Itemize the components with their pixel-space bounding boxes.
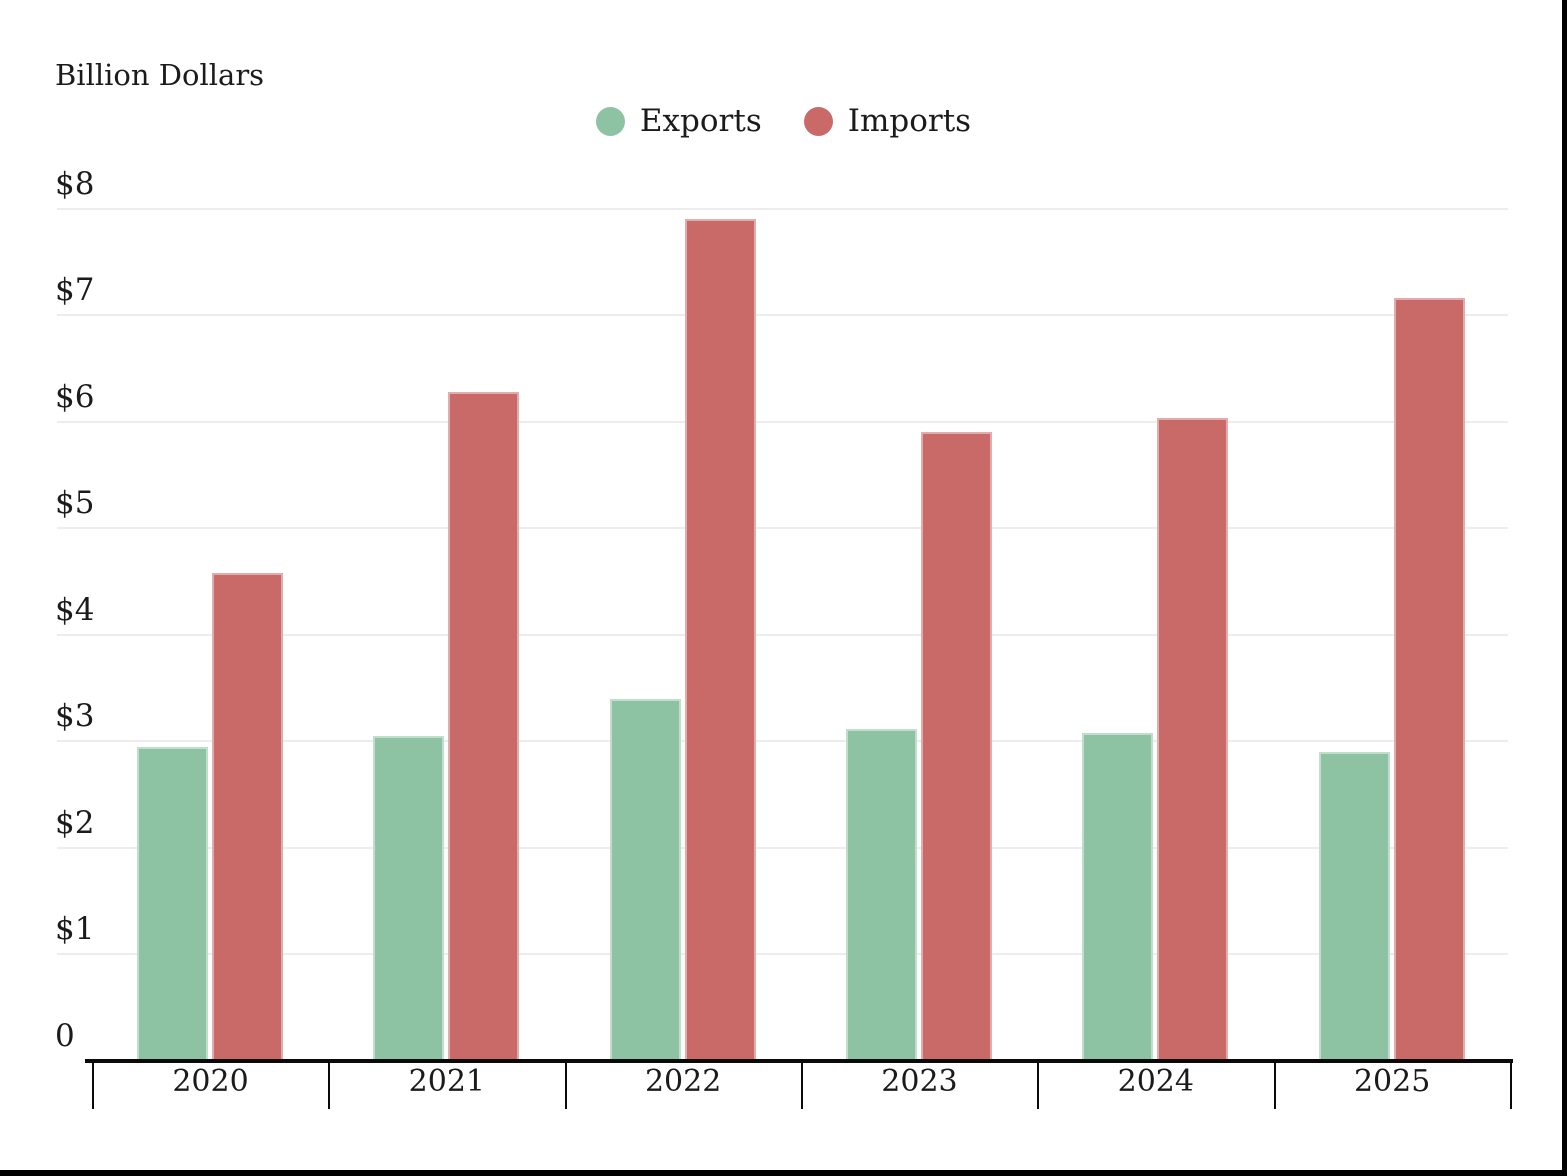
bar-imports-2025 — [1393, 298, 1465, 1061]
bar-exports-2021 — [373, 735, 445, 1061]
bar-exports-2025 — [1318, 751, 1390, 1061]
gridline-2 — [57, 846, 1508, 849]
y-tick-label-2: $2 — [55, 804, 95, 841]
y-axis-title: Billion Dollars — [55, 58, 265, 92]
gridline-1 — [57, 953, 1508, 956]
gridline-3 — [57, 740, 1508, 743]
gridline-4 — [57, 633, 1508, 636]
legend-label-exports: Exports — [639, 103, 762, 139]
bar-imports-2024 — [1157, 418, 1229, 1061]
gridline-7 — [57, 314, 1508, 317]
bar-imports-2022 — [684, 219, 756, 1061]
gridline-8 — [57, 207, 1508, 210]
legend-item-exports[interactable]: Exports — [595, 103, 762, 139]
bar-exports-2023 — [846, 728, 918, 1061]
x-axis-label-2025: 2025 — [1353, 1064, 1431, 1099]
y-tick-label-7: $7 — [55, 272, 95, 309]
x-axis-label-2021: 2021 — [408, 1064, 485, 1099]
x-axis-tick-2 — [564, 1061, 567, 1109]
y-tick-label-6: $6 — [55, 378, 95, 415]
y-tick-label-3: $3 — [55, 698, 95, 735]
y-tick-label-8: $8 — [55, 165, 95, 202]
gridline-6 — [57, 420, 1508, 423]
legend-label-imports: Imports — [847, 103, 972, 139]
y-tick-label-0: 0 — [55, 1018, 75, 1054]
exports-swatch-icon — [595, 106, 625, 136]
window-edge-bottom — [0, 1170, 1567, 1176]
bar-exports-2022 — [609, 698, 681, 1061]
y-tick-label-4: $4 — [55, 591, 95, 628]
bar-imports-2023 — [921, 432, 993, 1061]
x-axis-label-2020: 2020 — [172, 1064, 249, 1099]
gridline-5 — [57, 527, 1508, 530]
x-axis-line — [85, 1059, 1513, 1063]
x-axis-tick-0 — [92, 1061, 94, 1109]
legend-item-imports[interactable]: Imports — [803, 103, 972, 139]
imports-swatch-icon — [803, 106, 833, 136]
x-axis-tick-1 — [328, 1061, 331, 1109]
y-tick-label-5: $5 — [55, 485, 95, 522]
legend: Exports Imports — [0, 103, 1567, 139]
y-tick-label-1: $1 — [55, 911, 95, 948]
window-edge-right — [1562, 0, 1567, 1176]
bar-exports-2024 — [1082, 732, 1154, 1061]
x-axis-label-2022: 2022 — [644, 1064, 722, 1099]
x-axis-tick-5 — [1273, 1061, 1276, 1109]
bar-imports-2021 — [448, 391, 520, 1061]
bar-exports-2020 — [137, 746, 209, 1061]
x-axis-tick-4 — [1037, 1061, 1040, 1109]
x-axis-label-2024: 2024 — [1117, 1064, 1194, 1099]
x-axis-label-2023: 2023 — [881, 1064, 958, 1099]
x-axis-tick-3 — [800, 1061, 803, 1109]
x-axis-tick-6 — [1509, 1061, 1512, 1109]
bar-imports-2020 — [212, 572, 284, 1061]
